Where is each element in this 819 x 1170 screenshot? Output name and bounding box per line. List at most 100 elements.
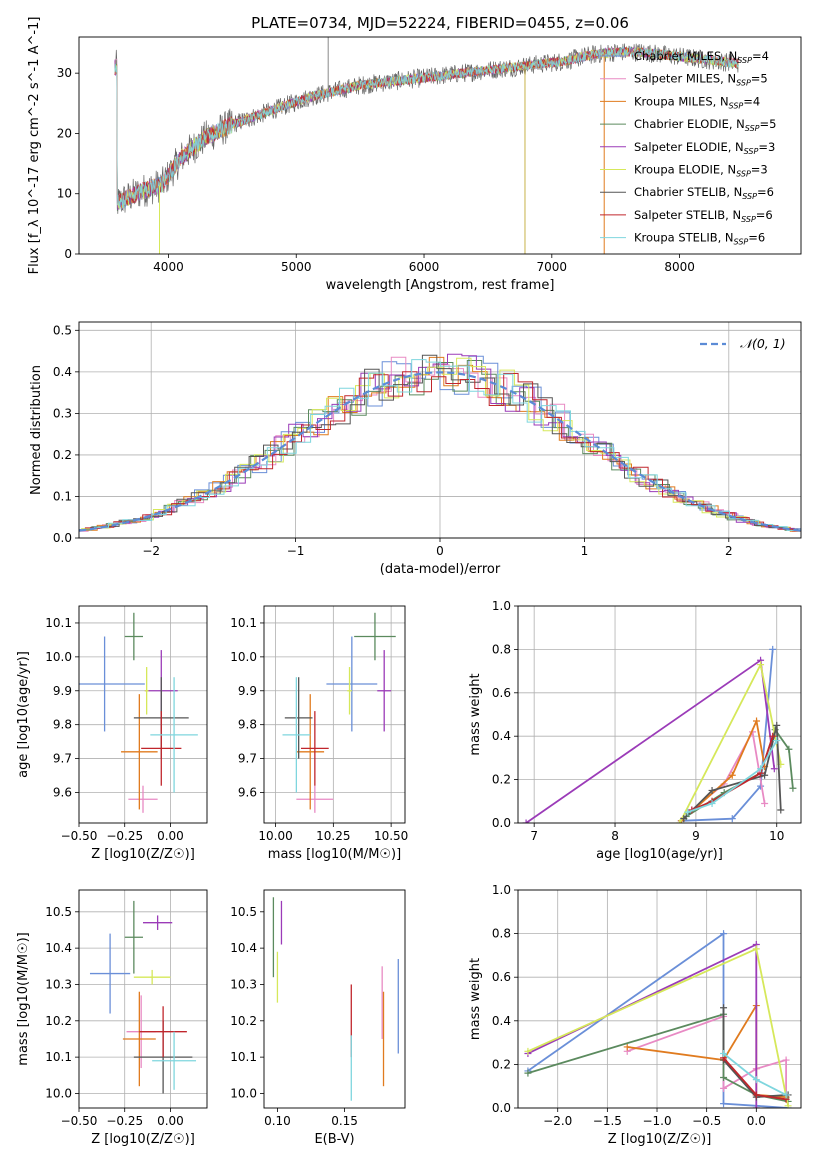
weight-marker — [680, 815, 688, 823]
weight-marker — [785, 745, 793, 753]
plot-frame — [78, 889, 208, 1109]
age_vs_Z-points — [79, 612, 198, 813]
weight-marker — [720, 1050, 728, 1057]
residual-histogram — [81, 357, 801, 531]
weight-line — [687, 740, 778, 813]
mass_vs_EBV-points — [272, 897, 399, 1101]
y-axis-label: Normed distribution — [29, 365, 44, 495]
x-tick-label: 10 — [769, 829, 784, 843]
y-tick-label: 10 — [57, 187, 72, 201]
y-tick-label: 10.5 — [230, 905, 257, 919]
x-axis-label: wavelength [Angstrom, rest frame] — [326, 278, 555, 293]
x-tick-label: 0.15 — [331, 1114, 358, 1128]
x-axis-label: mass [log10(M/M☉)] — [268, 847, 401, 862]
y-tick-label: 0.2 — [492, 773, 511, 787]
weight-marker — [773, 721, 781, 729]
x-tick-label: 10.50 — [374, 829, 408, 843]
y-tick-label: 9.6 — [238, 785, 257, 799]
y-tick-label: 9.6 — [53, 785, 72, 799]
weight-marker — [728, 771, 736, 779]
weight-marker — [708, 786, 716, 794]
x-tick-label: 9 — [692, 829, 700, 843]
y-axis-label: mass weight — [468, 673, 483, 755]
age_vs_Z-axes: −0.50 −0.25 0.00 9.6 9.7 9.8 9.9 10.0 10.1 Z [log… — [16, 605, 208, 862]
weight-marker — [720, 1100, 728, 1108]
y-tick-label: 10.1 — [230, 616, 257, 630]
weight-marker — [752, 1076, 760, 1084]
x-tick-label: −0.25 — [106, 829, 143, 843]
weight-marker — [752, 1091, 760, 1099]
plot-frame — [517, 889, 802, 1109]
weight-line — [680, 717, 766, 822]
x-axis-label: age [log10(age/yr)] — [596, 847, 723, 862]
y-tick-label: 10.0 — [230, 1086, 257, 1100]
weight-marker — [770, 765, 778, 773]
legend-entry: Chabrier ELODIE, NSSP=5 — [634, 117, 776, 133]
legend-entry: Kroupa MILES, NSSP=4 — [634, 94, 760, 110]
mass_vs_EBV-axes: 0.10 0.15 10.0 10.1 10.2 10.3 10.4 10.5 E(B-V) — [230, 889, 406, 1147]
weight-line — [678, 661, 782, 823]
weight-marker — [753, 717, 761, 725]
x-axis-label: Z [log10(Z/Z☉)] — [91, 1132, 195, 1147]
weight-marker — [720, 930, 728, 938]
x-tick-label: 7 — [530, 829, 538, 843]
x-tick-label: 4000 — [153, 260, 184, 274]
y-tick-label: 9.7 — [238, 752, 257, 766]
weight-line — [691, 729, 766, 811]
plot-frame — [78, 321, 802, 539]
spectrum-line — [114, 46, 739, 210]
x-tick-label: 8 — [611, 829, 619, 843]
x-tick-label: −0.50 — [61, 1114, 98, 1128]
x-tick-label: −1.5 — [593, 1114, 622, 1128]
plot-frame — [263, 889, 406, 1109]
y-tick-label: 0.4 — [53, 365, 72, 379]
weight-marker — [757, 765, 765, 773]
x-axis-label: Z [log10(Z/Z☉)] — [608, 1132, 712, 1147]
y-tick-label: 10.0 — [230, 650, 257, 664]
weight-marker — [728, 815, 736, 823]
weight-line — [681, 649, 774, 822]
y-tick-label: 10.3 — [45, 977, 72, 991]
y-tick-label: 0 — [64, 247, 72, 261]
weight-marker — [752, 945, 760, 953]
y-tick-label: 10.0 — [45, 650, 72, 664]
weight-line — [527, 943, 758, 1108]
age_vs_mass-axes: 10.00 10.25 10.50 9.6 9.7 9.8 9.9 10.0 10.1 mass … — [230, 605, 408, 862]
x-tick-label: −0.25 — [106, 1114, 143, 1128]
legend-entry: 𝒩(0, 1) — [740, 336, 786, 351]
y-tick-label: 10.2 — [230, 1014, 257, 1028]
x-tick-label: 8000 — [664, 260, 695, 274]
y-tick-label: 10.4 — [45, 941, 72, 955]
weight-marker — [757, 661, 765, 669]
residual-histogram — [84, 371, 801, 532]
y-tick-label: 1.0 — [492, 883, 511, 897]
y-tick-label: 0.3 — [53, 406, 72, 420]
residual-histograms — [79, 353, 801, 532]
figure-title: PLATE=0734, MJD=52224, FIBERID=0455, z=0… — [251, 14, 629, 32]
weight-marker — [676, 819, 684, 823]
x-tick-label: −1.0 — [642, 1114, 671, 1128]
mass_vs_Z-points — [89, 900, 197, 1094]
x-tick-label: 10.00 — [258, 829, 292, 843]
y-tick-label: 10.1 — [230, 1050, 257, 1064]
y-tick-label: 10.2 — [45, 1014, 72, 1028]
y-tick-label: 10.3 — [230, 977, 257, 991]
x-tick-label: −0.50 — [61, 829, 98, 843]
y-axis-label: mass weight — [468, 958, 483, 1040]
weight_vs_age-lines — [522, 645, 797, 823]
y-axis-label: mass [log10(M/M☉)] — [16, 932, 31, 1065]
mass_vs_Z-axes: −0.50 −0.25 0.00 10.0 10.1 10.2 10.3 10.4 10.5 Z … — [16, 889, 208, 1147]
x-axis-label: Z [log10(Z/Z☉)] — [91, 847, 195, 862]
legend-entry: Kroupa STELIB, NSSP=6 — [634, 231, 765, 247]
legend-entry: Chabrier STELIB, NSSP=6 — [634, 185, 774, 201]
y-tick-label: 10.1 — [45, 616, 72, 630]
spectrum-legend: Chabrier MILES, NSSP=4 Salpeter MILES, NS… — [600, 49, 776, 247]
y-tick-label: 0.4 — [492, 1014, 511, 1028]
y-tick-label: 0.2 — [53, 448, 72, 462]
x-tick-label: 10.25 — [316, 829, 350, 843]
x-tick-label: 2 — [725, 544, 733, 558]
y-tick-label: 0.8 — [492, 927, 511, 941]
y-tick-label: 9.9 — [238, 684, 257, 698]
plot-frame — [517, 605, 802, 824]
normal-curve — [79, 371, 801, 532]
